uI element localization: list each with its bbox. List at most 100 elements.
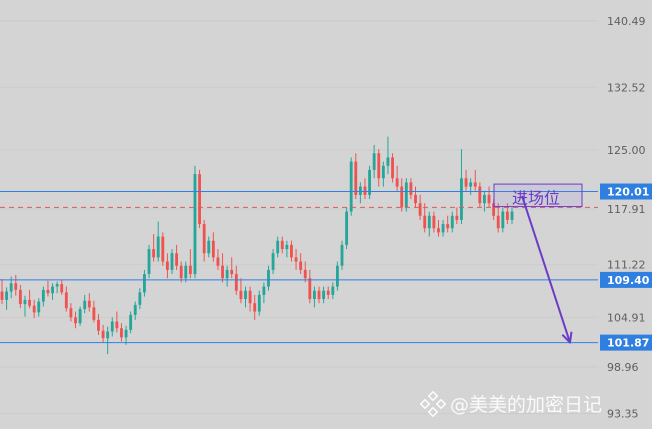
candle-body — [349, 161, 353, 212]
candle-body — [230, 269, 234, 275]
candle-body — [313, 290, 316, 300]
candle — [510, 207, 514, 225]
candle-body — [363, 186, 367, 195]
candle-body — [510, 211, 514, 220]
candle-body — [138, 292, 142, 305]
watermark-text: @美美的加密日记 — [450, 394, 602, 416]
candle — [464, 169, 468, 191]
candle-body — [354, 161, 358, 195]
candle — [423, 203, 427, 233]
candle — [303, 261, 307, 283]
candle-body — [487, 194, 491, 204]
candle — [92, 300, 96, 323]
candle-body — [101, 330, 105, 339]
candle-body — [455, 215, 459, 220]
target-arrow-shaft — [521, 195, 571, 343]
candle — [32, 299, 36, 319]
candle — [349, 157, 353, 216]
candle — [46, 280, 50, 297]
logo-diamond — [435, 398, 447, 410]
candle-body — [179, 265, 183, 279]
candle — [28, 289, 31, 309]
candle-body — [60, 284, 64, 293]
candle-body — [170, 253, 174, 270]
level-badge — [600, 271, 652, 288]
candle-body — [37, 301, 41, 313]
candle-body — [216, 257, 220, 266]
candle-body — [69, 308, 73, 318]
candle-body — [120, 328, 123, 338]
candle-body — [294, 257, 298, 262]
candle — [432, 211, 436, 233]
candle — [496, 203, 500, 233]
level-badge-label: 101.87 — [607, 337, 649, 350]
candle-body — [276, 240, 280, 254]
annotations: 进场位 — [493, 183, 583, 344]
candle-body — [395, 178, 399, 187]
candle-body — [331, 286, 335, 295]
candle-body — [97, 319, 100, 331]
candle-body — [478, 186, 482, 204]
candle — [216, 249, 220, 270]
candle — [354, 153, 358, 200]
candle — [133, 301, 137, 320]
candle-body — [129, 314, 133, 330]
candle-body — [175, 253, 179, 266]
candle — [381, 161, 385, 187]
candle-body — [115, 321, 119, 329]
candle-body — [156, 236, 160, 258]
candle-body — [207, 240, 211, 254]
candle-body — [423, 215, 427, 229]
candle — [285, 240, 289, 258]
candle-body — [9, 283, 13, 292]
candle — [441, 219, 445, 237]
candle — [267, 265, 270, 291]
candle-body — [432, 215, 436, 229]
candle — [253, 294, 257, 320]
candle-body — [193, 174, 197, 275]
candle-body — [234, 274, 238, 291]
candle-body — [290, 244, 293, 258]
candle — [299, 253, 303, 275]
candle-body — [464, 178, 468, 187]
candle-body — [152, 249, 156, 258]
entry-zone-box — [493, 183, 583, 208]
candle — [335, 261, 339, 291]
candle — [69, 303, 73, 322]
candle — [14, 274, 18, 296]
candle — [469, 178, 473, 195]
candle — [74, 311, 77, 329]
candle-body — [317, 290, 321, 300]
candle — [51, 283, 54, 300]
candle-body — [326, 290, 330, 295]
candle — [230, 257, 234, 279]
candle — [198, 169, 201, 229]
candle — [372, 144, 376, 179]
candle — [358, 182, 362, 204]
level-badge — [600, 334, 652, 351]
candle-body — [110, 321, 114, 332]
candle-body — [404, 182, 408, 208]
candle-body — [0, 291, 4, 300]
candle-body — [124, 329, 128, 338]
target-arrow-head — [561, 331, 573, 344]
candle — [60, 279, 64, 295]
candle-body — [496, 215, 500, 229]
candle — [391, 153, 394, 183]
candle — [202, 219, 206, 262]
candle — [427, 211, 431, 237]
candle — [101, 324, 105, 343]
candle-body — [368, 169, 371, 195]
candle — [483, 190, 486, 212]
candle — [460, 149, 463, 225]
candle — [239, 278, 243, 304]
candle-body — [473, 182, 477, 187]
candle-body — [133, 304, 137, 315]
candle-body — [340, 244, 344, 266]
candle-body — [285, 244, 289, 250]
candle — [404, 178, 408, 212]
candle — [193, 165, 197, 279]
price-tick-label: 104.91 — [607, 311, 646, 324]
candle — [308, 269, 312, 304]
price-tick-label: 125.00 — [607, 144, 646, 157]
